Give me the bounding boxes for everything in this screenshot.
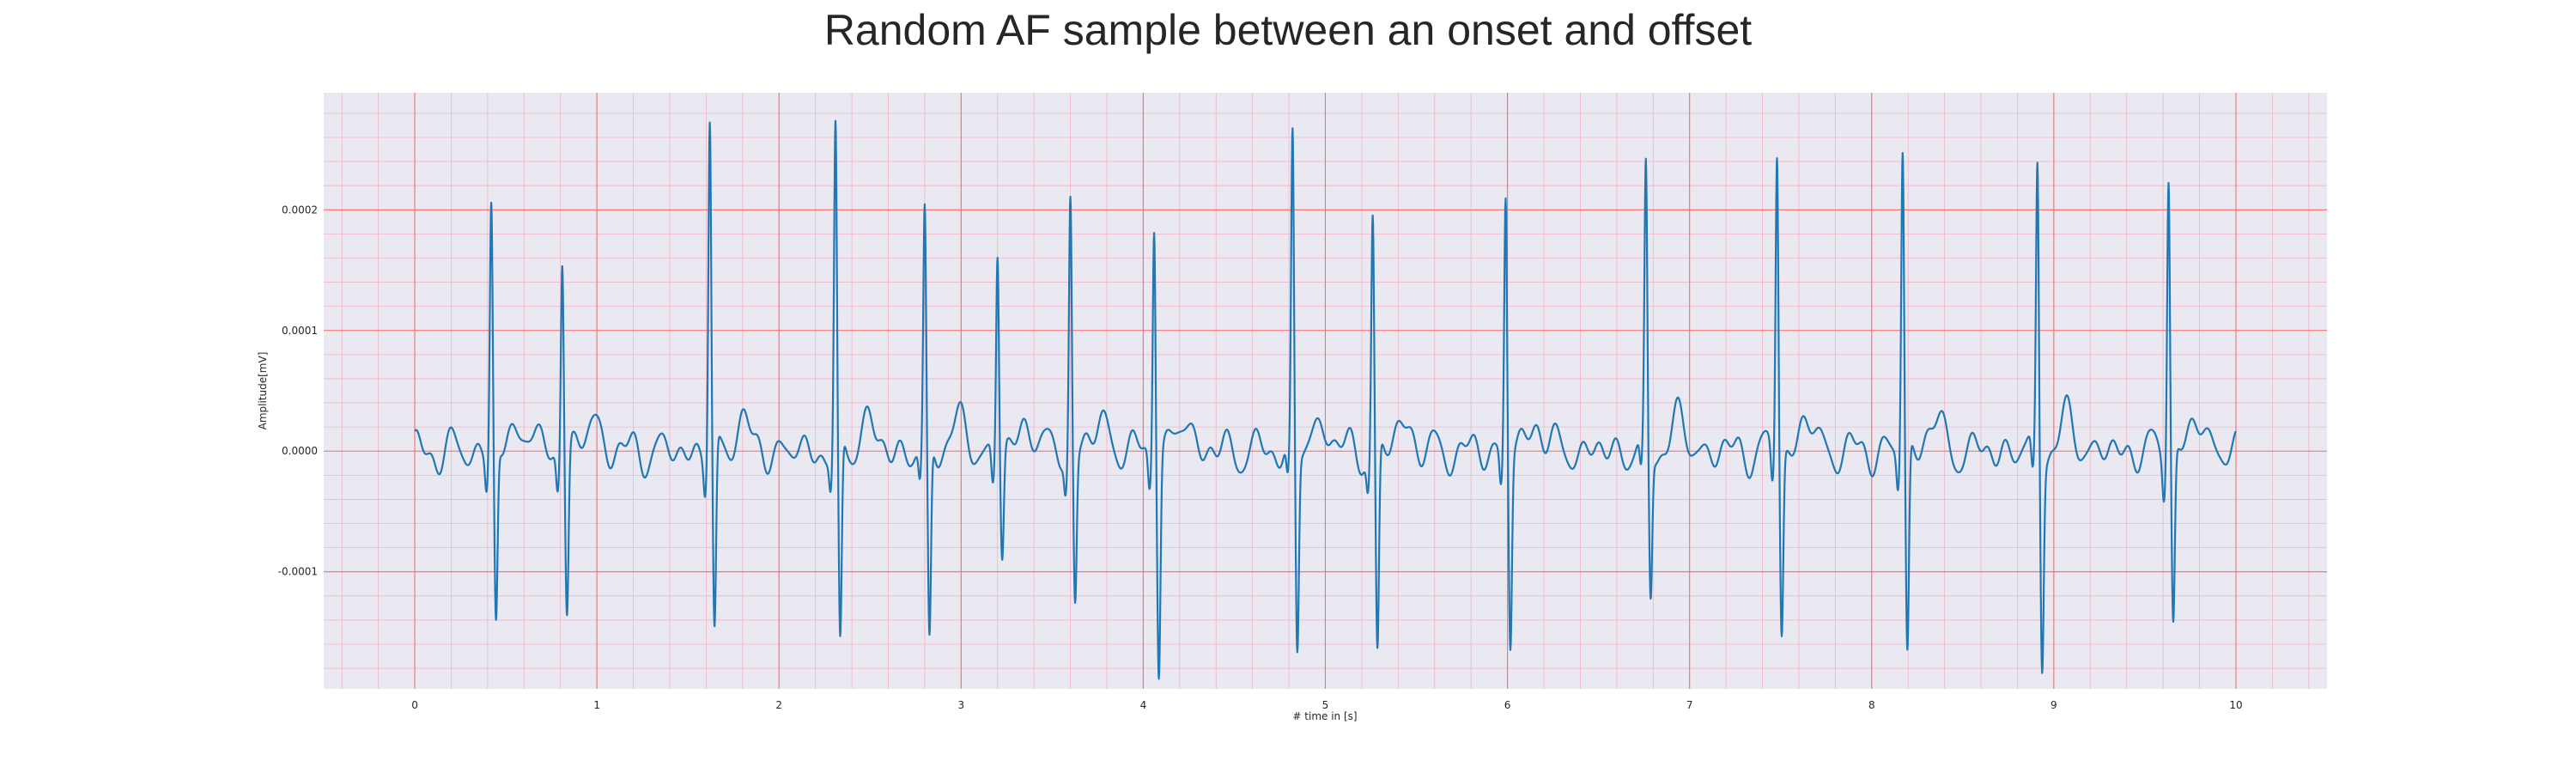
- major-grid: [324, 93, 2327, 689]
- y-axis-ticks: -0.0001 0.0000 0.0001 0.0002: [278, 204, 318, 577]
- signal-layer: [414, 119, 2237, 680]
- x-tick-label: 1: [593, 699, 600, 711]
- x-axis-ticks: 0 1 2 3 4 5 6 7 8 9 10: [411, 699, 2242, 711]
- x-tick-label: 9: [2050, 699, 2057, 711]
- x-tick-label: 3: [957, 699, 964, 711]
- ecg-signal-line: [414, 119, 2237, 680]
- y-tick-label: 0.0002: [282, 204, 318, 216]
- x-tick-label: 7: [1686, 699, 1693, 711]
- y-tick-label: 0.0000: [282, 445, 318, 457]
- x-tick-label: 0: [411, 699, 418, 711]
- x-tick-label: 10: [2229, 699, 2242, 711]
- chart-title: Random AF sample between an onset and of…: [823, 6, 1753, 54]
- x-tick-label: 4: [1140, 699, 1147, 711]
- x-tick-label: 5: [1322, 699, 1329, 711]
- y-tick-label: 0.0001: [282, 325, 318, 337]
- x-tick-label: 2: [775, 699, 782, 711]
- x-axis-label: # time in [s]: [1292, 710, 1357, 722]
- y-axis-label: Amplitude[mV]: [257, 352, 269, 430]
- x-tick-label: 8: [1868, 699, 1875, 711]
- x-tick-label: 6: [1504, 699, 1511, 711]
- y-tick-label: -0.0001: [278, 566, 318, 578]
